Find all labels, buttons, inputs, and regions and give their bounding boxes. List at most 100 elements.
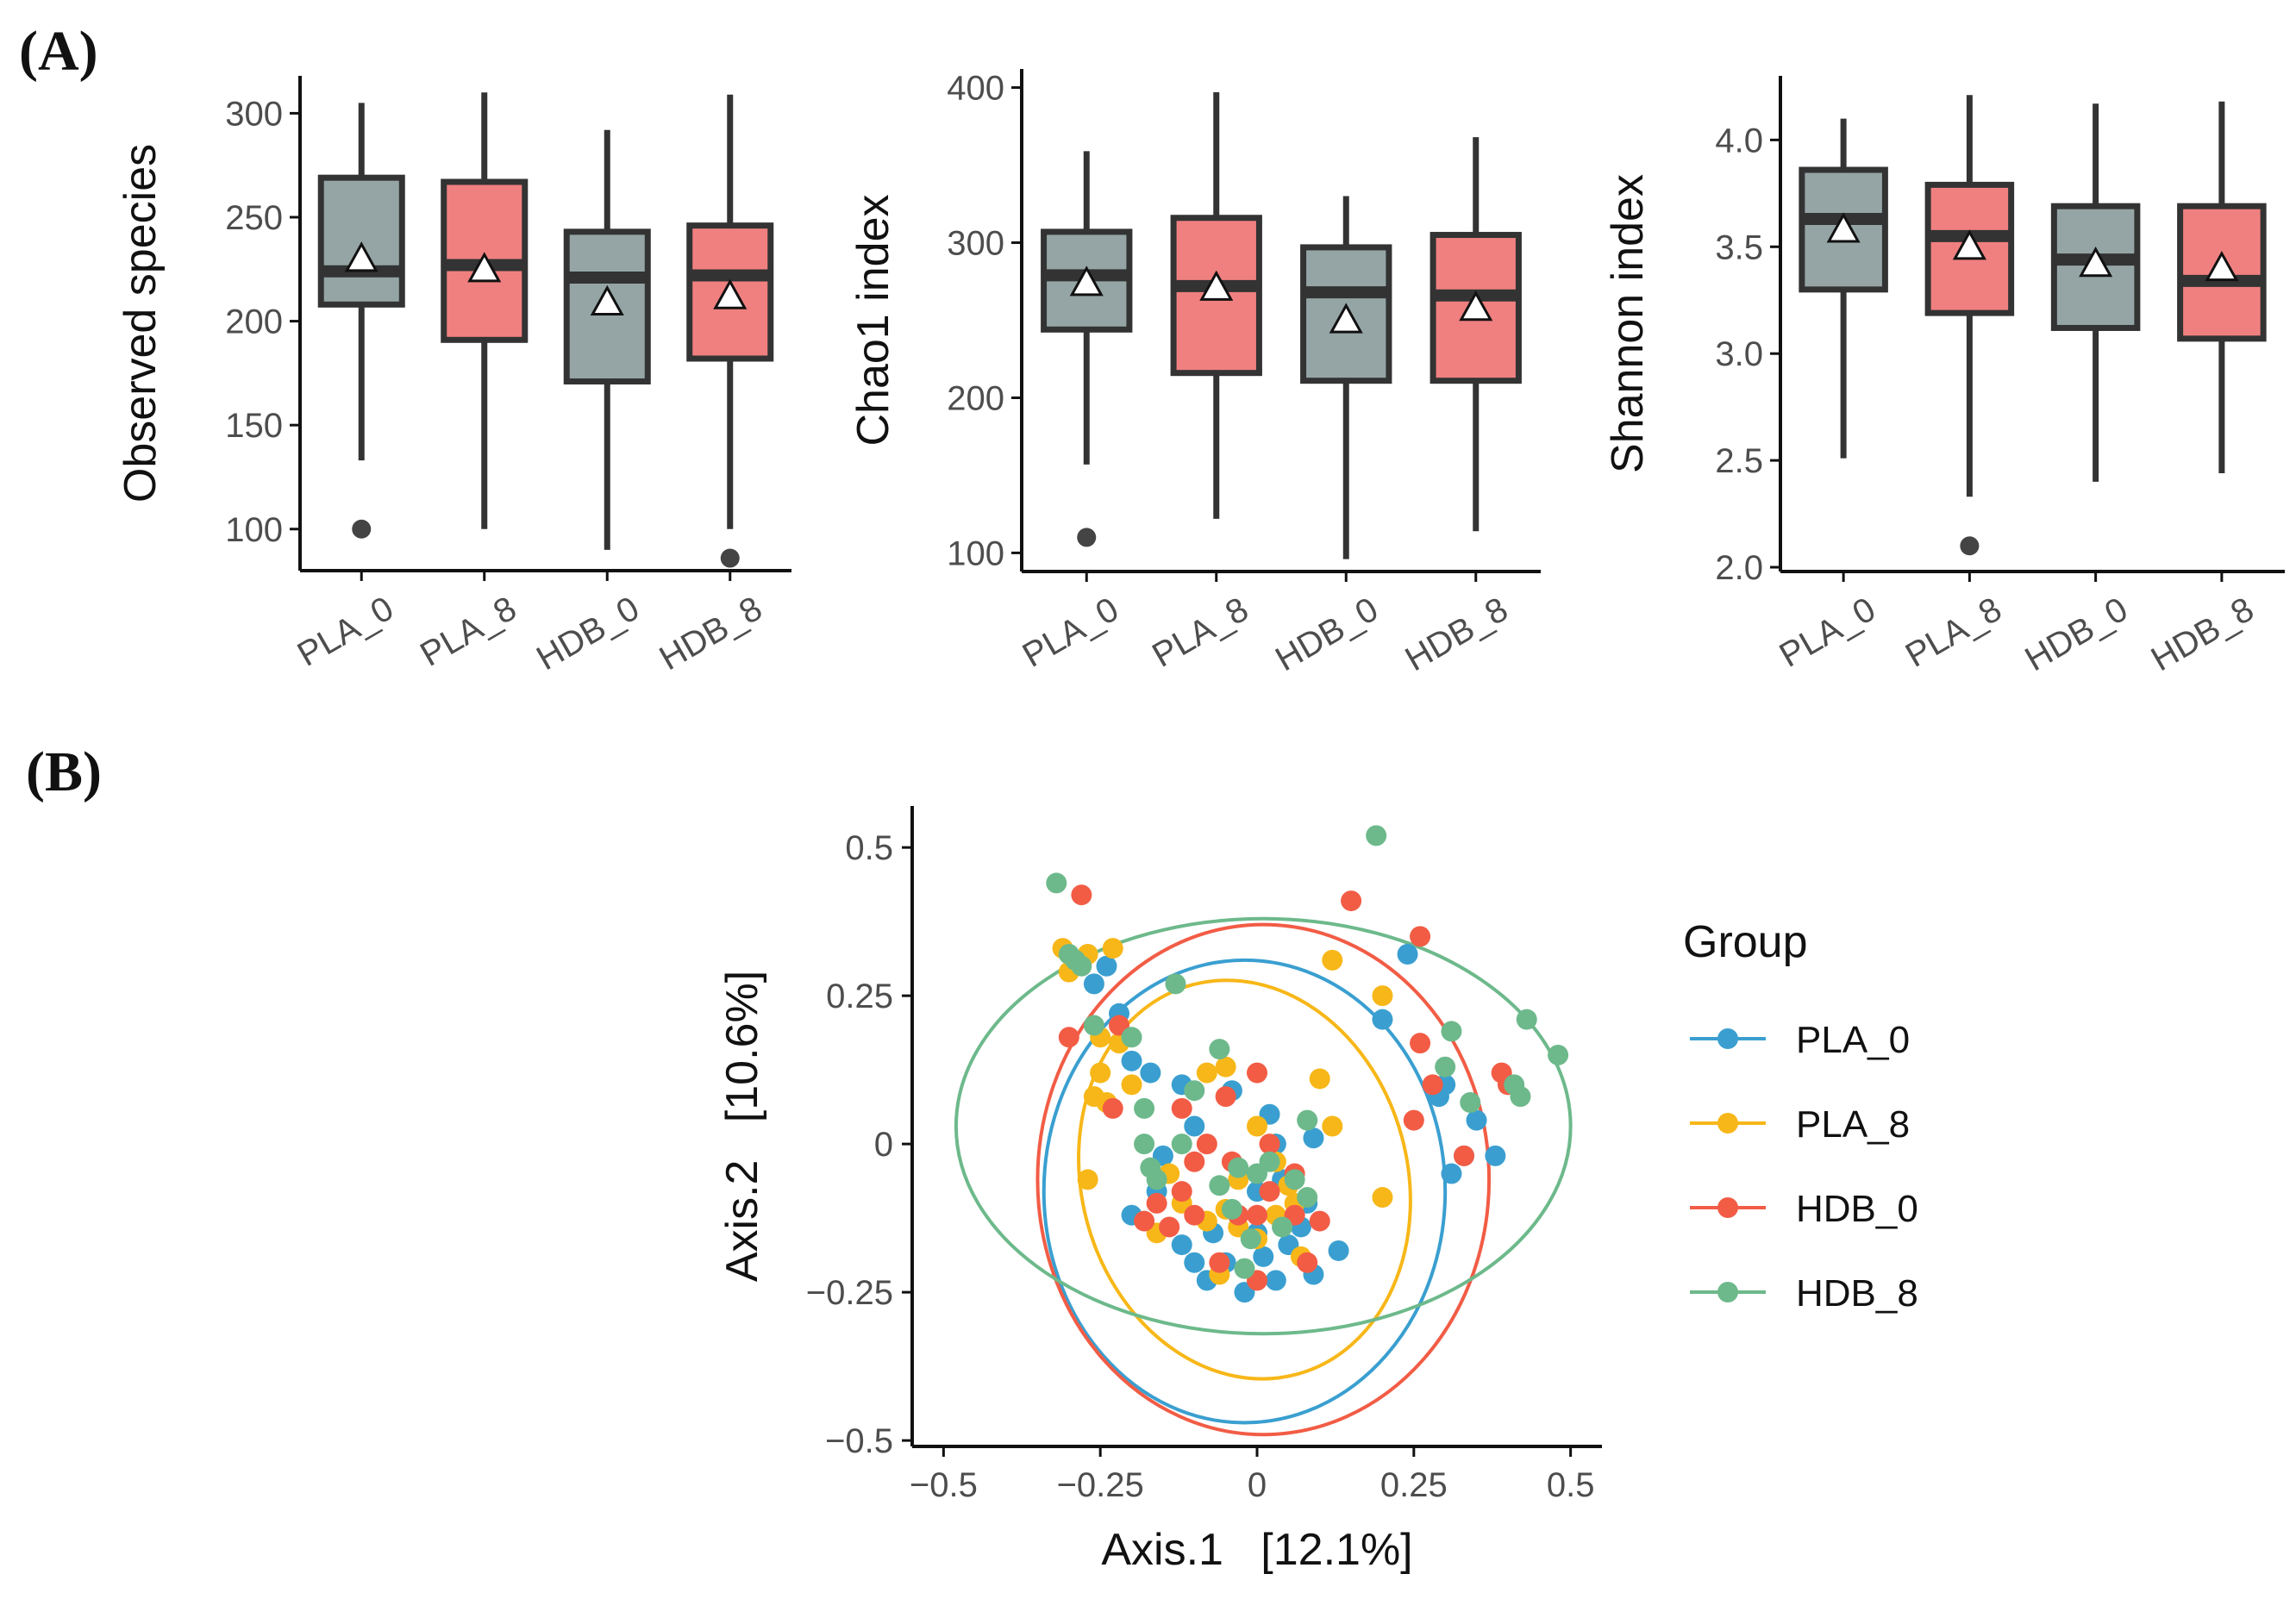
- point-PLA_0: [1121, 1050, 1142, 1071]
- point-HDB_8: [1046, 872, 1067, 894]
- point-HDB_0: [1297, 1252, 1318, 1273]
- y-tick-label: 0.5: [845, 829, 893, 867]
- point-PLA_8: [1372, 985, 1393, 1007]
- point-HDB_0: [1215, 1086, 1236, 1108]
- point-HDB_0: [1171, 1097, 1192, 1119]
- ellipse-HDB_8: [954, 916, 1573, 1336]
- panel-label-a: (A): [19, 20, 98, 83]
- point-HDB_8: [1184, 1080, 1205, 1102]
- point-HDB_0: [1159, 1216, 1180, 1238]
- point-PLA_0: [1184, 1252, 1205, 1273]
- point-HDB_8: [1209, 1039, 1230, 1060]
- point-HDB_0: [1341, 890, 1362, 912]
- legend-label-PLA_8: PLA_8: [1796, 1103, 1910, 1146]
- observed-species-boxplot: 100 150 200 250 300 Observed species PLA_0 PLA_…: [116, 76, 791, 678]
- mean-marker: [1459, 290, 1493, 322]
- y-tick-label: 300: [947, 225, 1004, 263]
- point-HDB_0: [1410, 926, 1431, 947]
- point-PLA_8: [1322, 1115, 1343, 1137]
- point-HDB_0: [1196, 1134, 1217, 1155]
- y-axis-title: Chao1 index: [848, 195, 898, 447]
- chao1-boxplot: 100 200 300 400 Chao1 index PLA_0 PLA_8 HDB_0 HD…: [848, 69, 1541, 678]
- box-PLA_0: [317, 174, 405, 308]
- x-tick-label: HDB_8: [1399, 590, 1515, 679]
- point-PLA_0: [1372, 1009, 1393, 1030]
- point-HDB_8: [1234, 1258, 1255, 1279]
- legend-dot-PLA_0: [1717, 1028, 1738, 1049]
- point-HDB_8: [1284, 1169, 1305, 1190]
- y-tick-label: 3.5: [1715, 228, 1763, 266]
- point-HDB_0: [1058, 1027, 1079, 1048]
- point-PLA_0: [1485, 1145, 1506, 1166]
- x-tick-label: PLA_8: [1146, 590, 1254, 675]
- x-tick-label: −0.5: [910, 1466, 978, 1504]
- point-PLA_0: [1096, 955, 1117, 977]
- point-PLA_0: [1253, 1246, 1274, 1267]
- x-tick-label: 0.5: [1547, 1466, 1595, 1504]
- point-HDB_8: [1134, 1134, 1155, 1155]
- x-tick-label: PLA_0: [1774, 590, 1882, 675]
- outlier-point: [1960, 536, 1980, 556]
- legend-dot-PLA_8: [1717, 1113, 1738, 1134]
- point-HDB_8: [1209, 1175, 1230, 1196]
- point-HDB_8: [1071, 955, 1092, 977]
- point-HDB_8: [1516, 1009, 1537, 1030]
- point-HDB_8: [1171, 1134, 1192, 1155]
- point-HDB_0: [1134, 1210, 1155, 1232]
- mean-marker: [344, 241, 378, 272]
- point-HDB_8: [1165, 973, 1186, 995]
- point-HDB_0: [1146, 1192, 1167, 1214]
- group-legend: Group PLA_0 PLA_8 HDB_0 HDB_8: [1683, 917, 1918, 1315]
- pcoa-scatter: −0.5 −0.25 0 0.25 0.5 −0.5 −0.25 0 0.25 0.5 Axis.1…: [717, 806, 1602, 1575]
- point-PLA_8: [1309, 1068, 1330, 1090]
- point-HDB_0: [1071, 884, 1092, 906]
- mean-marker: [1826, 212, 1861, 243]
- point-HDB_0: [1209, 1252, 1230, 1273]
- y-axis-title: Observed species: [116, 144, 166, 503]
- x-tick-label: 0: [1248, 1466, 1267, 1504]
- x-tick-label: 0.25: [1380, 1466, 1448, 1504]
- mean-marker: [1329, 303, 1363, 334]
- point-HDB_8: [1460, 1091, 1481, 1113]
- mean-marker: [590, 284, 624, 315]
- point-HDB_8: [1240, 1228, 1261, 1250]
- point-HDB_0: [1247, 1204, 1267, 1226]
- x-tick-label: HDB_0: [2018, 590, 2134, 679]
- point-HDB_8: [1134, 1097, 1155, 1119]
- point-PLA_0: [1303, 1127, 1324, 1149]
- legend-label-PLA_0: PLA_0: [1796, 1019, 1910, 1061]
- point-HDB_0: [1259, 1181, 1280, 1202]
- mean-marker: [467, 252, 502, 283]
- y-tick-label: 2.5: [1715, 442, 1763, 480]
- mean-marker: [713, 278, 748, 309]
- y-tick-label: 0.25: [826, 978, 893, 1015]
- point-PLA_8: [1372, 1187, 1393, 1209]
- y-tick-label: 200: [225, 303, 283, 341]
- point-PLA_0: [1397, 943, 1418, 965]
- mean-marker: [1952, 229, 1986, 260]
- point-HDB_8: [1297, 1187, 1318, 1209]
- point-HDB_0: [1184, 1151, 1205, 1172]
- outlier-point: [1077, 528, 1097, 547]
- outlier-point: [720, 548, 740, 568]
- legend-label-HDB_0: HDB_0: [1796, 1188, 1918, 1230]
- point-PLA_8: [1121, 1074, 1142, 1096]
- y-tick-label: 3.0: [1715, 335, 1763, 373]
- y-axis-title: Axis.2 [10.6%]: [717, 971, 767, 1282]
- point-HDB_0: [1410, 1033, 1431, 1054]
- point-PLA_8: [1215, 1056, 1236, 1077]
- point-PLA_8: [1077, 1169, 1098, 1190]
- x-tick-label: PLA_8: [414, 590, 522, 674]
- point-HDB_0: [1259, 1134, 1280, 1155]
- y-tick-label: 200: [947, 379, 1004, 417]
- point-HDB_8: [1548, 1044, 1569, 1065]
- point-PLA_0: [1171, 1234, 1192, 1256]
- ellipse-PLA_8: [1077, 978, 1412, 1381]
- point-HDB_0: [1184, 1204, 1205, 1226]
- point-HDB_8: [1146, 1169, 1167, 1190]
- y-tick-label: −0.25: [806, 1274, 893, 1312]
- mean-marker: [2205, 250, 2239, 282]
- point-HDB_0: [1454, 1145, 1474, 1166]
